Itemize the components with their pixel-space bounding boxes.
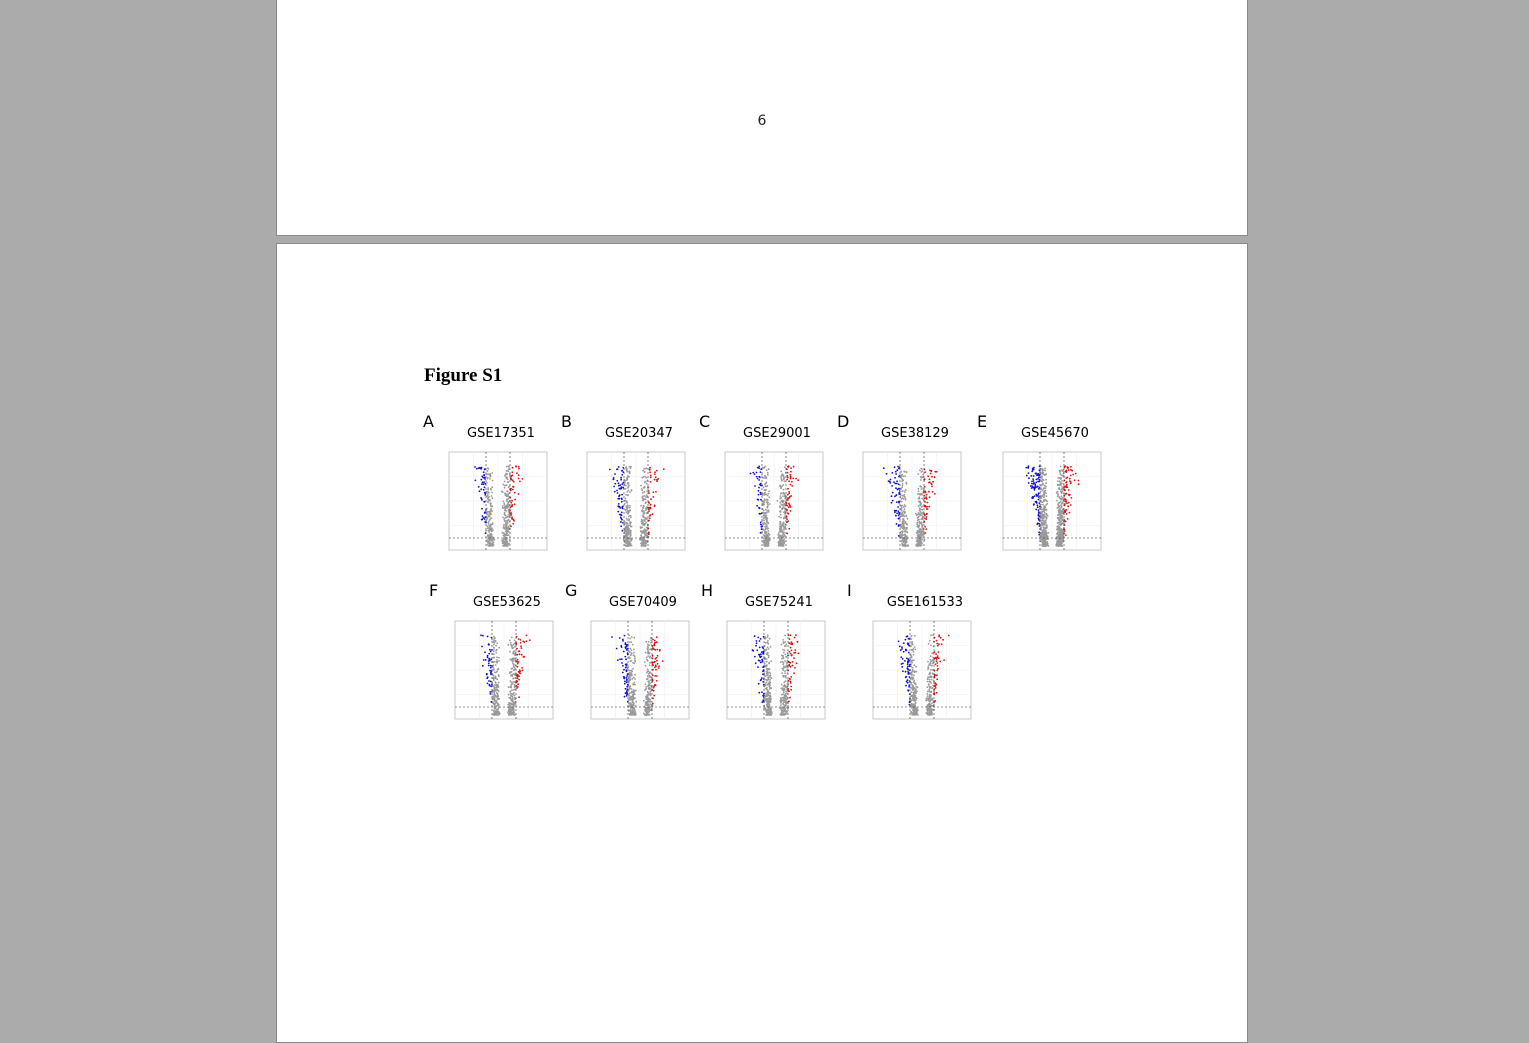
panel-title: GSE53625 [457, 595, 557, 610]
panel-letter: I [847, 581, 852, 600]
panel-e: E GSE45670 [977, 412, 1117, 572]
panel-title: GSE45670 [1005, 426, 1105, 441]
panel-title: GSE20347 [589, 426, 689, 441]
panel-title: GSE161533 [875, 595, 975, 610]
panel-d: D GSE38129 [837, 412, 977, 572]
volcano-plot [867, 615, 977, 725]
panel-letter: H [701, 581, 713, 600]
volcano-plot [449, 615, 559, 725]
panel-letter: G [565, 581, 577, 600]
volcano-plot [857, 446, 967, 556]
panel-title: GSE70409 [593, 595, 693, 610]
panel-a: A GSE17351 [423, 412, 563, 572]
panel-i: I GSE161533 [847, 581, 987, 741]
figure-title: Figure S1 [424, 365, 502, 387]
volcano-plot [719, 446, 829, 556]
panel-b: B GSE20347 [561, 412, 701, 572]
panel-letter: C [699, 412, 710, 431]
panel-f: F GSE53625 [429, 581, 569, 741]
volcano-plot [443, 446, 553, 556]
panel-title: GSE38129 [865, 426, 965, 441]
panel-letter: E [977, 412, 987, 431]
panel-letter: F [429, 581, 438, 600]
volcano-plot [721, 615, 831, 725]
panel-c: C GSE29001 [699, 412, 839, 572]
page-number: 6 [277, 113, 1247, 129]
panel-title: GSE17351 [451, 426, 551, 441]
panel-letter: A [423, 412, 434, 431]
panel-letter: D [837, 412, 849, 431]
current-page: Figure S1 A GSE17351 B GSE20347 C GSE290… [276, 243, 1248, 1043]
panel-letter: B [561, 412, 572, 431]
panel-g: G GSE70409 [565, 581, 705, 741]
panel-title: GSE75241 [729, 595, 829, 610]
previous-page: 6 [276, 0, 1248, 236]
volcano-plot [997, 446, 1107, 556]
volcano-plot [581, 446, 691, 556]
volcano-plot [585, 615, 695, 725]
panel-title: GSE29001 [727, 426, 827, 441]
panel-h: H GSE75241 [701, 581, 841, 741]
